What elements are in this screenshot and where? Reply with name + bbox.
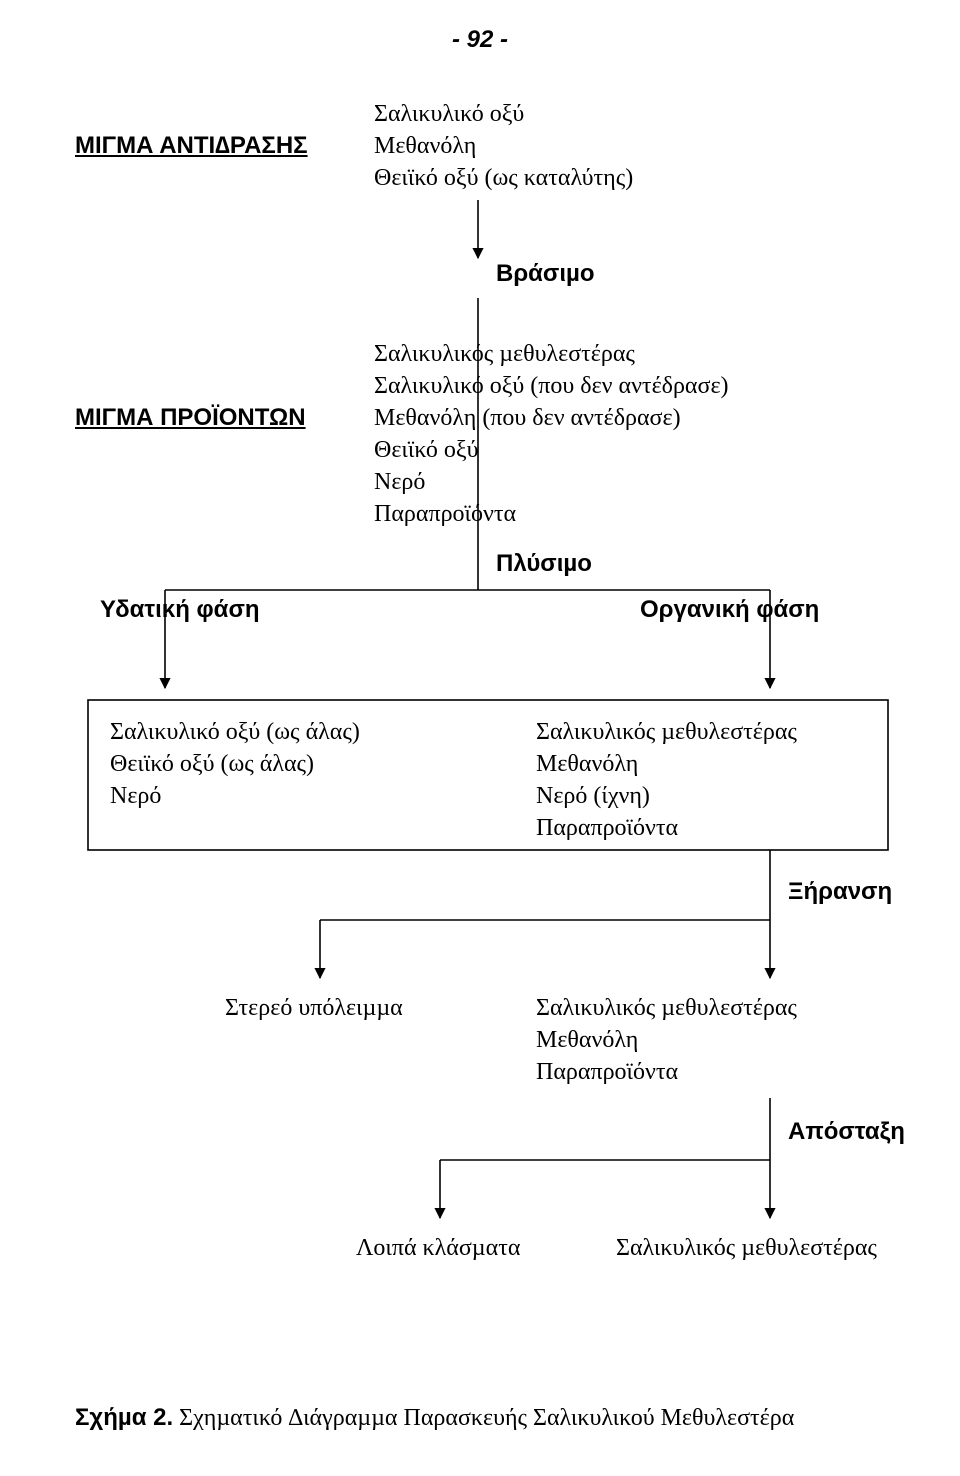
reaction-mixture-item-3: Θειϊκό οξύ (ως καταλύτης) bbox=[374, 162, 633, 194]
organic-item-3: Νερό (ίχνη) bbox=[536, 780, 650, 812]
dried-item-2: Μεθανόλη bbox=[536, 1024, 638, 1056]
product-mixture-item-3: Μεθανόλη (που δεν αντέδρασε) bbox=[374, 402, 681, 434]
reaction-mixture-item-2: Μεθανόλη bbox=[374, 130, 476, 162]
organic-item-1: Σαλικυλικός µεθυλεστέρας bbox=[536, 716, 797, 748]
other-fractions-label: Λοιπά κλάσµατα bbox=[356, 1232, 520, 1264]
product-mixture-item-6: Παραπροϊόντα bbox=[374, 498, 516, 530]
product-mixture-item-4: Θειϊκό οξύ bbox=[374, 434, 478, 466]
reaction-mixture-item-1: Σαλικυλικό οξύ bbox=[374, 98, 524, 130]
figure-caption-rest: Σχηµατικό ∆ιάγραµµα Παρασκευής Σαλικυλικ… bbox=[173, 1405, 794, 1431]
step-boil-label: Βράσιµο bbox=[496, 258, 595, 290]
organic-item-2: Μεθανόλη bbox=[536, 748, 638, 780]
page-number-header: - 92 - bbox=[0, 24, 960, 56]
step-distill-label: Απόσταξη bbox=[788, 1116, 905, 1148]
phase-aqueous-heading: Υδατική φάση bbox=[100, 594, 260, 626]
product-mixture-item-5: Νερό bbox=[374, 466, 425, 498]
phase-organic-heading: Οργανική φάση bbox=[640, 594, 819, 626]
figure-caption: Σχήµα 2. Σχηµατικό ∆ιάγραµµα Παρασκευής … bbox=[75, 1402, 794, 1434]
product-mixture-item-1: Σαλικυλικός µεθυλεστέρας bbox=[374, 338, 635, 370]
step-wash-label: Πλύσιµο bbox=[496, 548, 592, 580]
figure-caption-lead: Σχήµα 2. bbox=[75, 1404, 173, 1431]
aqueous-item-2: Θειϊκό οξύ (ως άλας) bbox=[110, 748, 314, 780]
solid-residue-label: Στερεό υπόλειµµα bbox=[225, 992, 403, 1024]
reaction-mixture-heading: ΜΙΓΜΑ ΑΝΤΙ∆ΡΑΣΗΣ bbox=[75, 130, 308, 162]
step-dry-label: Ξήρανση bbox=[788, 876, 892, 908]
dried-item-3: Παραπροϊόντα bbox=[536, 1056, 678, 1088]
dried-item-1: Σαλικυλικός µεθυλεστέρας bbox=[536, 992, 797, 1024]
organic-item-4: Παραπροϊόντα bbox=[536, 812, 678, 844]
aqueous-item-1: Σαλικυλικό οξύ (ως άλας) bbox=[110, 716, 360, 748]
final-product-label: Σαλικυλικός µεθυλεστέρας bbox=[616, 1232, 877, 1264]
product-mixture-heading: ΜΙΓΜΑ ΠΡΟΪΟΝΤΩΝ bbox=[75, 402, 306, 434]
aqueous-item-3: Νερό bbox=[110, 780, 161, 812]
product-mixture-item-2: Σαλικυλικό οξύ (που δεν αντέδρασε) bbox=[374, 370, 729, 402]
